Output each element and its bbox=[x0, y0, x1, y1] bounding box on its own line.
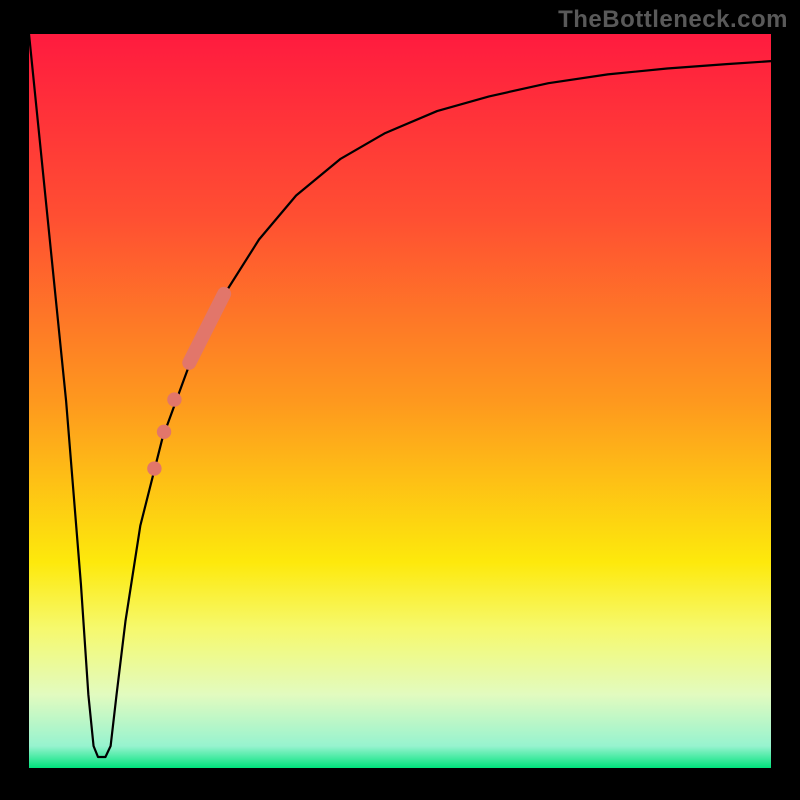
highlight-dot bbox=[167, 392, 181, 406]
highlight-segment bbox=[189, 294, 224, 363]
highlight-dot bbox=[147, 461, 161, 475]
plot-svg bbox=[29, 34, 771, 768]
bottleneck-curve bbox=[29, 34, 771, 757]
watermark-text: TheBottleneck.com bbox=[558, 6, 788, 34]
plot-area bbox=[29, 34, 771, 768]
chart-container: TheBottleneck.com bbox=[0, 0, 800, 800]
highlight-dot bbox=[157, 425, 171, 439]
